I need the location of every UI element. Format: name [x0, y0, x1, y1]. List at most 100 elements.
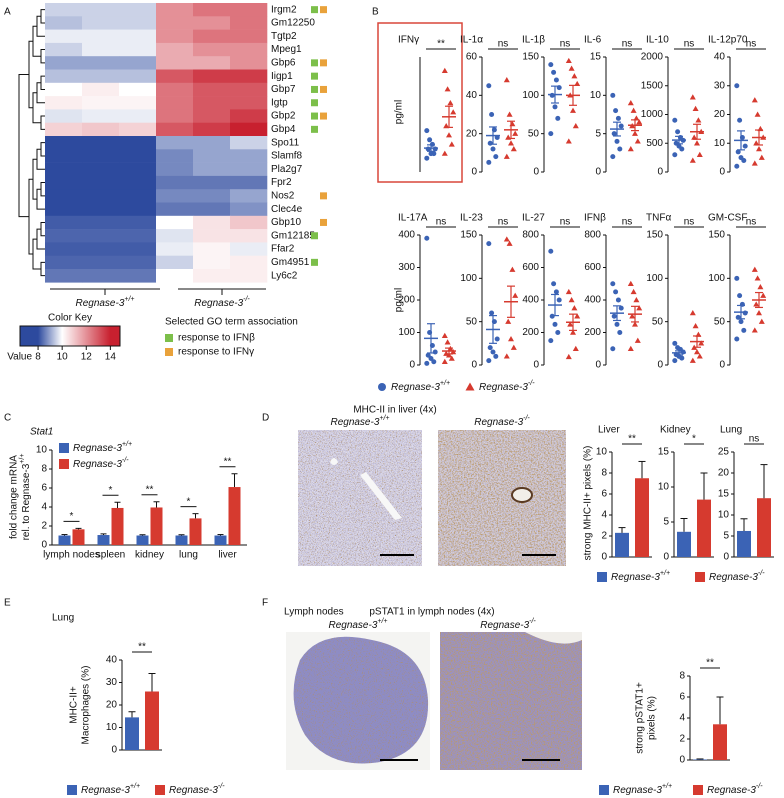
- row-dendrogram: [28, 178, 33, 255]
- data-point: [509, 266, 516, 272]
- data-point: [574, 80, 581, 87]
- significance-label: ns: [498, 39, 509, 50]
- go-legend-title: Selected GO term association: [165, 317, 298, 328]
- color-key-band: [53, 326, 55, 346]
- color-key-band: [81, 326, 83, 346]
- y-tick-label: 150: [522, 52, 539, 63]
- color-key-band: [37, 326, 39, 346]
- heatmap-cell: [193, 56, 231, 70]
- data-point: [508, 140, 514, 146]
- y-tick-label: 15: [658, 447, 670, 458]
- plot-title: IL-12p70: [708, 35, 748, 46]
- data-point: [424, 235, 430, 241]
- color-key-band: [72, 326, 74, 346]
- heatmap-cell: [230, 229, 268, 243]
- heatmap-cell: [230, 96, 268, 110]
- data-point: [486, 358, 492, 364]
- data-point: [553, 289, 559, 295]
- gene-label: Gbp4: [271, 124, 296, 135]
- gene-name: Regnase-3: [169, 785, 218, 796]
- data-point: [556, 297, 562, 303]
- heatmap-cell: [230, 82, 268, 97]
- data-point: [424, 128, 430, 134]
- genotype-superscript: -/-: [122, 457, 129, 464]
- gene-label: Igtp: [271, 97, 288, 108]
- data-point: [441, 67, 448, 73]
- data-point: [615, 115, 621, 121]
- heatmap-cell: [156, 82, 194, 97]
- go-legend-swatch: [165, 334, 173, 342]
- y-tick-label: 25: [718, 447, 730, 458]
- data-point: [618, 305, 624, 311]
- color-key-band: [90, 326, 92, 346]
- data-point: [751, 327, 758, 333]
- color-key-band: [73, 326, 75, 346]
- gene-name: Regnase-3: [474, 417, 523, 428]
- heatmap-cell: [45, 56, 83, 70]
- panel-letter: D: [262, 413, 269, 424]
- data-point: [424, 155, 430, 161]
- bar: [58, 535, 71, 545]
- color-key-band: [39, 326, 41, 346]
- color-key-band: [118, 326, 120, 346]
- color-key-band: [71, 326, 73, 346]
- genotype-label: Regnase-3-/-: [479, 380, 535, 392]
- heatmap-cell: [82, 29, 120, 44]
- panel-letter: F: [262, 598, 268, 609]
- heatmap-cell: [119, 149, 157, 163]
- heatmap-cell: [45, 255, 83, 270]
- color-key-band: [29, 326, 31, 346]
- color-key-band: [102, 326, 104, 346]
- data-point: [672, 117, 678, 123]
- genotype-superscript: +/+: [660, 570, 670, 577]
- plot-title: Liver: [598, 425, 620, 436]
- gene-label: Gm12250: [271, 18, 315, 29]
- color-key-band: [94, 326, 96, 346]
- data-point: [425, 352, 431, 358]
- genotype-superscript: +/+: [379, 415, 389, 422]
- heatmap-cell: [82, 202, 120, 217]
- bar: [697, 499, 711, 557]
- y-tick-label: 5: [595, 128, 601, 139]
- y-axis-label: pg/ml: [394, 288, 405, 312]
- bar: [635, 478, 649, 557]
- gene-name: Regnase-3: [194, 298, 243, 309]
- data-point: [633, 115, 640, 121]
- data-point: [552, 321, 558, 327]
- significance-label: *: [692, 434, 696, 445]
- data-point: [692, 323, 699, 329]
- bar: [150, 507, 163, 545]
- lymph-node-image-wt: [286, 632, 430, 770]
- heatmap-cell: [45, 29, 83, 44]
- data-point: [754, 111, 761, 117]
- genotype-superscript: -/-: [528, 380, 535, 387]
- data-point: [555, 115, 561, 121]
- data-point: [490, 349, 496, 355]
- heatmap-cell: [45, 136, 83, 150]
- color-key-band: [106, 326, 108, 346]
- color-key-band: [33, 326, 35, 346]
- data-point: [689, 357, 696, 363]
- data-point: [428, 356, 434, 361]
- data-point: [614, 138, 620, 144]
- heatmap-cell: [82, 229, 120, 243]
- genotype-label: Regnase-3-/-: [709, 570, 765, 582]
- y-tick-label: 600: [584, 262, 601, 273]
- data-point: [742, 310, 748, 316]
- y-tick-label: 5: [663, 517, 669, 528]
- genotype-label: Regnase-3-/-: [474, 415, 530, 427]
- data-point: [512, 130, 519, 136]
- highlight-box: [377, 22, 463, 183]
- gene-label: Fpr2: [271, 177, 292, 188]
- heatmap-cell: [45, 16, 83, 30]
- heatmap-cell: [119, 69, 157, 84]
- data-point: [627, 100, 634, 106]
- plot-title: Lung: [720, 425, 742, 436]
- go-marker: [311, 112, 318, 120]
- legend-swatch: [59, 443, 69, 453]
- y-tick-label: 8: [601, 468, 607, 479]
- color-key-band: [95, 326, 97, 346]
- heatmap-cell: [193, 42, 231, 57]
- row-dendrogram: [40, 261, 45, 277]
- data-point: [615, 297, 621, 303]
